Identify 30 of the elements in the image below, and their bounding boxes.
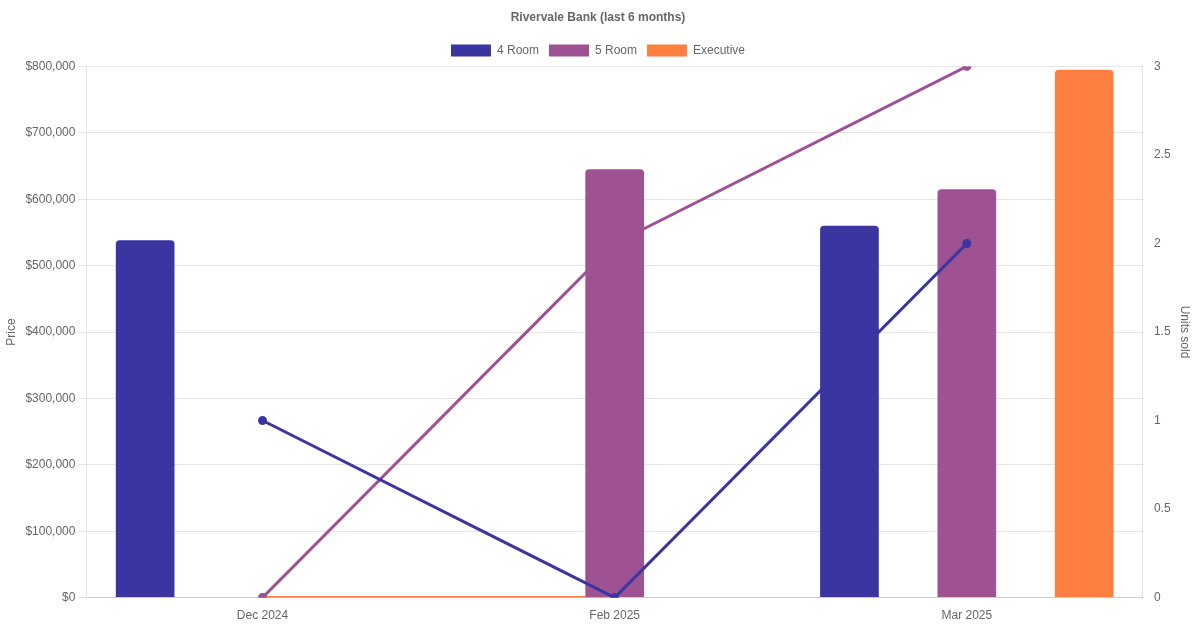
point <box>258 416 268 426</box>
y-tick-label: $200,000 <box>25 457 76 472</box>
y2-axis-title: Units sold <box>1178 305 1193 359</box>
x-tick-label: Feb 2025 <box>589 608 641 623</box>
y2-tick-label: 2.5 <box>1153 147 1171 162</box>
y-tick-label: $600,000 <box>25 191 76 206</box>
y-tick-label: $0 <box>62 589 76 604</box>
y-axis-title: Price <box>3 318 18 346</box>
y2-tick-label: 2 <box>1153 235 1161 250</box>
bar <box>115 240 175 598</box>
y-tick-label: $500,000 <box>25 257 76 272</box>
x-tick-label: Mar 2025 <box>941 608 993 623</box>
y2-tick-label: 0 <box>1153 589 1161 604</box>
bar <box>937 189 997 598</box>
legend-label: 4 Room <box>496 42 539 57</box>
y-tick-label: $400,000 <box>25 324 76 339</box>
y-tick-label: $300,000 <box>25 390 76 405</box>
x-tick-label: Dec 2024 <box>236 608 289 623</box>
y2-tick-label: 0.5 <box>1153 501 1171 516</box>
y2-tick-label: 1.5 <box>1153 324 1171 339</box>
point <box>962 238 972 248</box>
legend-label: 5 Room <box>594 42 638 57</box>
y-tick-label: $800,000 <box>25 58 76 73</box>
y2-tick-label: 1 <box>1153 412 1161 427</box>
y-tick-label: $100,000 <box>25 523 76 538</box>
y-tick-label: $700,000 <box>25 125 76 140</box>
chart-title: Rivervale Bank (last 6 months) <box>510 9 686 24</box>
y2-tick-label: 3 <box>1153 58 1161 73</box>
bar <box>1054 69 1114 598</box>
legend-label: Executive <box>693 42 746 57</box>
